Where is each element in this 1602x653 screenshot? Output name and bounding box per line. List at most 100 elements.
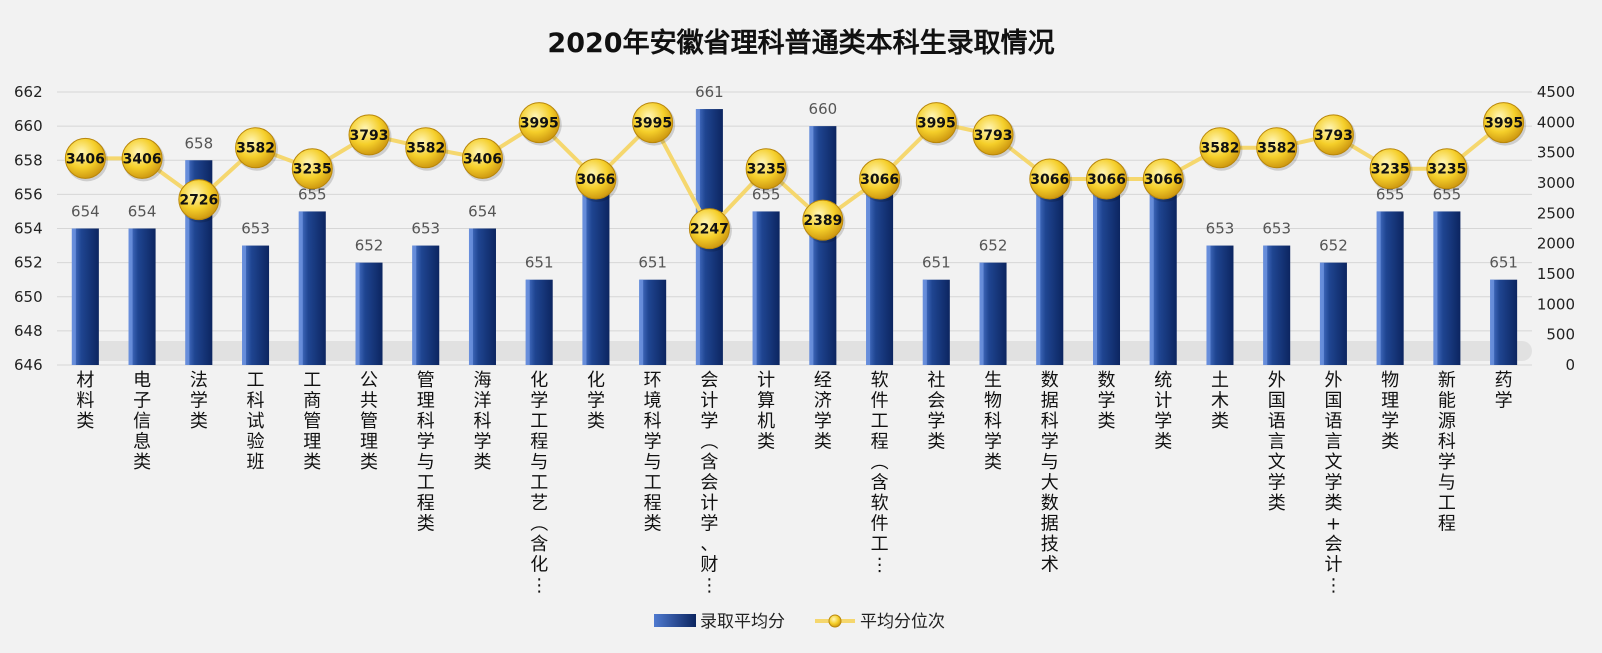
bar-value-label: 654 [71,203,100,221]
bar [468,228,496,365]
right-axis-tick: 4000 [1537,113,1575,131]
category-label: 物理学类 [1381,370,1399,453]
line-marker [1312,114,1354,156]
bar-highlight [1036,194,1041,365]
legend-line-marker [828,614,842,628]
bar [866,194,894,365]
line-marker [518,102,560,144]
line-marker [348,114,390,156]
line-value-label: 3582 [1200,141,1239,157]
category-label: 海洋科学类 [473,370,491,473]
category-label: 经济学类 [814,370,832,453]
line-value-label: 3995 [917,116,956,132]
bar-value-label: 653 [411,220,440,238]
bar-value-label: 655 [1376,185,1405,203]
line-marker [1142,158,1184,200]
bar [1376,211,1404,365]
bar-highlight [1319,262,1324,365]
bar-value-label: 651 [525,254,554,272]
right-axis-tick: 1000 [1537,295,1575,313]
bar-highlight [412,245,417,365]
line-value-label: 3995 [633,116,672,132]
right-axis-tick: 1500 [1537,265,1575,283]
line-value-label: 3793 [350,128,389,144]
line-value-label: 3066 [1030,172,1069,188]
category-label: 化学工程与工艺︵含化⋮ [530,370,548,596]
bar-highlight [1149,194,1154,365]
line-value-label: 3793 [974,128,1013,144]
bar-highlight [298,211,303,365]
category-label: 数据科学与大数据技术 [1041,370,1059,576]
right-axis-tick: 4500 [1537,83,1575,101]
bar [525,279,553,365]
bar-value-label: 651 [638,254,667,272]
chart-title: 2020年安徽省理科普通类本科生录取情况 [547,27,1054,59]
bar [242,245,270,365]
bar [128,228,156,365]
line-value-label: 3066 [1087,172,1126,188]
bar-highlight [71,228,76,365]
bar-highlight [1433,211,1438,365]
gridlines [57,91,1532,366]
bar-value-labels: 6546546586536556526536546516566516616556… [71,83,1518,272]
bar-value-label: 655 [752,185,781,203]
line-marker [632,102,674,144]
bar-highlight [1206,245,1211,365]
left-axis-tick: 658 [14,151,43,169]
bar [1433,211,1461,365]
bar-series [71,109,1518,365]
line-marker [405,127,447,169]
floor-shadow [77,341,1532,361]
line-marker [802,199,844,241]
line-value-label: 3235 [1371,162,1410,178]
right-axis: 0 500 1000 1500 2000 2500 3000 3500 4000 4500 [1537,83,1575,374]
category-label: 化学类 [587,370,605,432]
left-axis-tick: 662 [14,83,43,101]
bar-highlight [1263,245,1268,365]
line-marker [64,137,106,179]
line-marker [178,179,220,221]
line-marker [235,127,277,169]
category-label: 外国语言文学类+会计⋮ [1324,370,1342,596]
bar-highlight [639,279,644,365]
right-axis-tick: 2000 [1537,235,1575,253]
category-label: 环境科学与工程类 [644,370,662,535]
line-value-label: 3995 [1484,116,1523,132]
right-axis-tick: 3000 [1537,174,1575,192]
line-value-label: 3582 [1257,141,1296,157]
line-value-label: 3582 [406,141,445,157]
bar-highlight [866,194,871,365]
bar-value-label: 654 [468,203,497,221]
category-label: 软件工程︵含软件工⋮ [871,370,889,576]
bar [1093,194,1121,365]
legend-bar-label: 录取平均分 [700,612,785,632]
bar-highlight [185,160,190,365]
legend: 录取平均分 平均分位次 [654,612,945,632]
category-label: 药学 [1495,370,1513,412]
line-value-label: 3066 [576,172,615,188]
bar-highlight [922,279,927,365]
bar-value-label: 651 [1489,254,1518,272]
category-label: 社会学类 [927,370,945,453]
right-axis-tick: 0 [1565,356,1575,374]
left-axis-tick: 646 [14,356,43,374]
line-value-label: 3582 [236,141,275,157]
line-value-label: 3995 [520,116,559,132]
bar [1036,194,1064,365]
category-label: 外国语言文学类 [1268,370,1286,514]
line-marker [1369,148,1411,190]
bar-highlight [582,194,587,365]
line-value-label: 3793 [1314,128,1353,144]
category-label: 新能源科学与工程 [1438,370,1456,535]
line-value-label: 3066 [860,172,899,188]
line-value-label: 3066 [1144,172,1183,188]
bar [1206,245,1234,365]
line-value-label: 3406 [463,151,502,167]
category-label: 电子信息类 [133,370,151,473]
bar-value-label: 660 [809,100,838,118]
bar-highlight [468,228,473,365]
line-value-label: 3235 [1427,162,1466,178]
line-marker [461,137,503,179]
bar-value-label: 651 [922,254,951,272]
bar [922,279,950,365]
